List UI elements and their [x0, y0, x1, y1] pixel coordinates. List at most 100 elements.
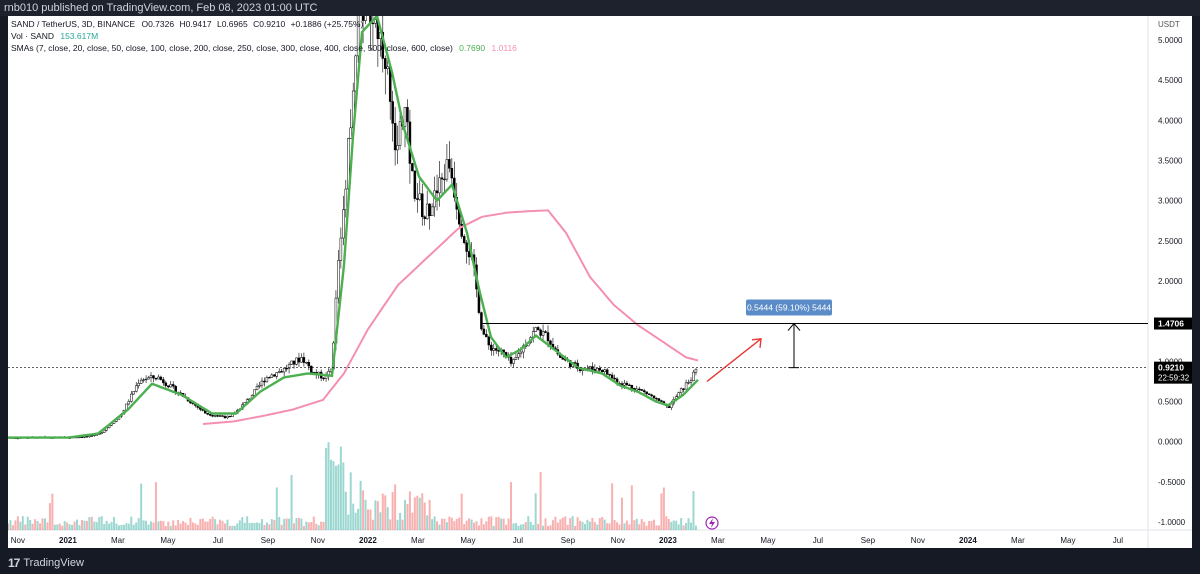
volume-bar [502, 518, 505, 530]
time-axis[interactable]: Nov 2021 Mar May Jul Sep Nov 2022 Mar May Jul Sep No… [11, 536, 1123, 545]
volume-bar [26, 516, 29, 530]
candle-body [460, 223, 463, 237]
time-tick: Jul [213, 536, 223, 545]
volume-bars [7, 442, 697, 530]
candle-body [655, 397, 658, 400]
volume-bar [512, 523, 515, 530]
price-tick: 4.5000 [1158, 76, 1183, 85]
volume-bar [177, 520, 180, 530]
volume-bar [122, 524, 125, 530]
price-chart[interactable]: 0.5444 (59.10%) 5444 5.0000 4.5000 4.0000 3… [6, 0, 1192, 548]
candle-body [647, 393, 651, 395]
volume-bar [357, 508, 360, 530]
time-tick: Jul [813, 536, 823, 545]
candle-body [573, 362, 577, 364]
candle-body [292, 360, 296, 365]
candle-body [416, 198, 419, 200]
volume-bar [399, 512, 402, 530]
volume-bar [66, 522, 69, 530]
volume-bar [211, 516, 214, 530]
volume-bar [376, 501, 379, 530]
volume-bar [204, 521, 207, 530]
candle-body [295, 357, 298, 365]
volume-bar [322, 521, 325, 530]
volume-bar [549, 525, 552, 530]
candle-body [162, 379, 165, 384]
volume-bar [391, 491, 394, 530]
price-tick: 3.0000 [1158, 197, 1183, 206]
candle-body [386, 66, 389, 69]
candle-body [164, 382, 168, 387]
volume-bar [657, 525, 660, 530]
price-axis[interactable]: 5.0000 4.5000 4.0000 3.5000 3.0000 2.5000 2.00… [1158, 36, 1186, 527]
volume-bar [423, 502, 426, 530]
volume-bar [453, 521, 456, 530]
candle-body [152, 375, 155, 379]
volume-bar [547, 525, 549, 530]
volume-bar [113, 517, 116, 530]
volume-bar [411, 512, 414, 530]
svg-text:SMAs (7, close, 20, close, 50,: SMAs (7, close, 20, close, 50, close, 10… [11, 43, 517, 53]
candle-body [277, 371, 281, 373]
candle-body [485, 334, 488, 338]
candle-body [628, 384, 631, 386]
volume-bar [648, 521, 651, 530]
volume-bar [551, 520, 554, 530]
candle-body [403, 107, 407, 127]
volume-bar [643, 521, 646, 530]
volume-bar [310, 522, 313, 530]
volume-bar [278, 516, 281, 530]
volume-bar [371, 519, 374, 530]
price-tick: 0.0000 [1158, 438, 1183, 447]
chart-panel[interactable]: 0.5444 (59.10%) 5444 5.0000 4.5000 4.0000 3… [6, 0, 1192, 548]
volume-bar [413, 497, 416, 530]
candle-body [339, 237, 343, 261]
candle-body [539, 329, 542, 336]
volume-bar [421, 493, 424, 530]
volume-bar [236, 523, 239, 530]
volume-bar [635, 518, 638, 530]
volume-bar [246, 516, 249, 530]
candle-body [428, 203, 431, 217]
candle-body [130, 393, 133, 402]
volume-bar [591, 517, 594, 530]
volume-bar [396, 519, 399, 530]
time-tick: Sep [861, 536, 876, 545]
volume-bar [529, 521, 532, 530]
candle-body [280, 371, 283, 373]
volume-bar [43, 518, 46, 530]
candle-body [265, 377, 269, 383]
volume-bar [302, 525, 305, 530]
candle-body [287, 364, 291, 369]
volume-bar [436, 521, 439, 530]
candle-body [169, 384, 172, 388]
time-tick: 2023 [659, 536, 677, 545]
candle-body [300, 357, 303, 363]
candle-body [171, 384, 175, 387]
volume-bar [433, 516, 436, 530]
candle-body [492, 348, 496, 351]
price-tick: 2.0000 [1158, 277, 1183, 286]
volume-bar [675, 520, 678, 530]
volume-bar [347, 514, 350, 530]
volume-bar [320, 521, 323, 530]
candle-body [213, 415, 217, 417]
volume-bar [458, 517, 461, 530]
volume-bar [142, 520, 145, 530]
legend-high: 0.9417 [186, 19, 212, 29]
volume-bar [270, 519, 273, 530]
volume-bar [88, 517, 91, 530]
lightning-icon[interactable] [705, 516, 719, 530]
tradingview-logo[interactable]: 17 TradingView [8, 556, 84, 570]
candle-body [211, 415, 214, 417]
candle-body [157, 376, 160, 380]
projection-arrow[interactable] [706, 338, 762, 382]
volume-bar [51, 493, 54, 530]
volume-bar [110, 522, 113, 530]
measure-label-box[interactable] [746, 299, 832, 316]
volume-bar [78, 525, 81, 530]
hline-price-text: 1.4706 [1158, 319, 1184, 329]
candle-body [694, 368, 698, 373]
candle-body [482, 328, 486, 335]
candle-body [134, 385, 138, 392]
